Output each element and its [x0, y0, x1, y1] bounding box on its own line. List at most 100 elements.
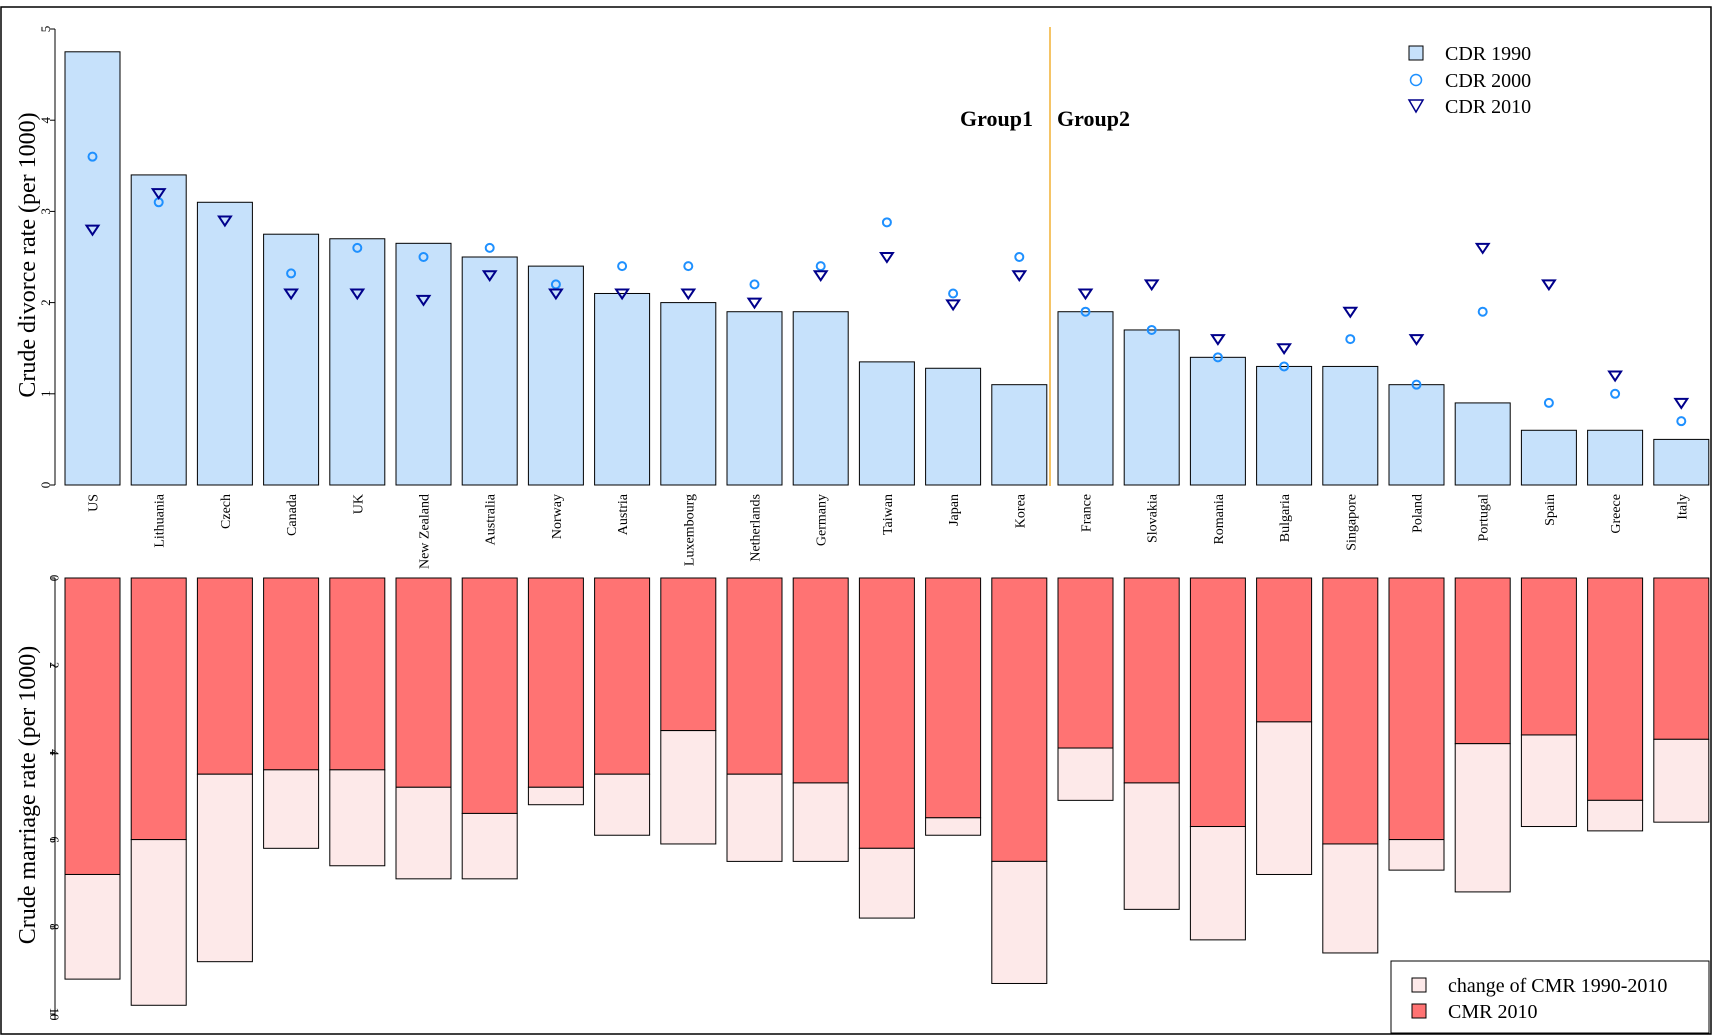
cmr-2010-bar-netherlands: [726, 577, 783, 775]
cdr-1990-bar-taiwan: [858, 361, 915, 486]
cmr-change-bar-poland: [1388, 839, 1445, 871]
marriage-legend-box: [1390, 960, 1710, 1034]
cmr-2010-bar-korea: [991, 577, 1048, 862]
cdr-2010-point-us: [84, 224, 101, 237]
country-label-us: US: [87, 494, 102, 512]
cdr-1990-bar-japan: [925, 367, 982, 486]
cmr-2010-bar-taiwan: [858, 577, 915, 849]
divorce-y-tick-label: 0: [38, 482, 53, 489]
cdr-1990-bar-lithuania: [130, 174, 187, 486]
cdr-2010-point-germany: [812, 270, 829, 283]
cmr-change-bar-bulgaria: [1256, 721, 1313, 875]
marriage-y-axis-label: Crude marriage rate (per 1000): [15, 646, 41, 945]
cdr-2010-point-slovakia: [1143, 279, 1160, 292]
cmr-2010-bar-portugal: [1454, 577, 1511, 745]
divorce-y-tick-label: 5: [38, 26, 53, 33]
country-label-romania: Romania: [1212, 493, 1227, 544]
country-label-australia: Australia: [484, 493, 499, 545]
cmr-2010-bar-lithuania: [130, 577, 187, 841]
country-label-taiwan: Taiwan: [881, 494, 896, 535]
group1-label: Group1: [960, 106, 1033, 131]
cdr-2010-point-new-zealand: [415, 294, 432, 307]
cmr-change-bar-norway: [527, 786, 584, 806]
divorce-y-ticks: 0 1 2 3 4 5: [38, 26, 55, 489]
marriage-y-tick-label: 6: [47, 836, 62, 843]
cdr-2010-point-netherlands: [746, 297, 763, 310]
divorce-y-tick-label: 1: [38, 391, 53, 398]
country-label-portugal: Portugal: [1477, 494, 1492, 542]
country-label-korea: Korea: [1013, 493, 1028, 528]
cmr-change-bar-luxembourg: [660, 730, 717, 845]
legend-cdr-2010-label: CDR 2010: [1445, 96, 1531, 118]
cmr-change-bar-austria: [594, 773, 651, 836]
cdr-2000-point-japan: [948, 288, 959, 299]
cmr-change-bar-spain: [1520, 734, 1577, 828]
cdr-1990-bar-uk: [329, 238, 386, 486]
cdr-1990-bar-portugal: [1454, 402, 1511, 486]
cdr-2000-point-greece: [1610, 388, 1621, 399]
cdr-2010-point-taiwan: [879, 252, 895, 264]
cdr-2000-point-australia: [484, 242, 495, 253]
cmr-2010-bar-new-zealand: [395, 577, 452, 788]
cmr-change-bar-italy: [1653, 738, 1710, 823]
country-label-greece: Greece: [1609, 494, 1624, 534]
cdr-2000-point-norway: [550, 279, 561, 290]
cdr-2000-point-singapore: [1345, 334, 1356, 345]
cmr-2010-bar-france: [1057, 577, 1114, 749]
cdr-1990-bar-austria: [594, 292, 651, 486]
cmr-change-bar-netherlands: [726, 773, 783, 862]
legend-cdr-2000-circle: [1409, 73, 1423, 87]
legend-cmr-2010-label: CMR 2010: [1448, 1001, 1537, 1023]
marriage-y-tick-label: 8: [47, 924, 62, 931]
country-label-germany: Germany: [815, 494, 830, 546]
country-label-netherlands: Netherlands: [749, 494, 764, 562]
legend-cmr-2010-swatch: [1411, 1003, 1427, 1019]
cdr-2000-point-austria: [617, 261, 628, 272]
legend-cdr-1990-label: CDR 1990: [1445, 43, 1531, 65]
cdr-2010-point-australia: [481, 270, 498, 283]
marriage-y-ticks: 0 2 4 6 8 10: [47, 575, 62, 1021]
cdr-2000-point-spain: [1543, 397, 1554, 408]
country-label-slovakia: Slovakia: [1146, 493, 1161, 543]
cdr-2010-point-france: [1077, 288, 1094, 301]
cmr-2010-bar-italy: [1653, 577, 1710, 740]
cdr-2010-point-japan: [945, 299, 961, 312]
cmr-2010-bar-luxembourg: [660, 577, 717, 732]
cmr-change-bar-us: [64, 873, 121, 980]
cdr-2000-point-bulgaria: [1279, 361, 1290, 372]
cdr-2000-point-france: [1080, 306, 1091, 317]
cdr-2000-point-poland: [1411, 379, 1422, 390]
cmr-change-bar-slovakia: [1123, 782, 1180, 910]
country-label-new-zealand: New Zealand: [418, 494, 433, 569]
country-label-uk: UK: [351, 494, 366, 514]
country-label-italy: Italy: [1675, 494, 1690, 520]
cdr-2010-point-portugal: [1474, 242, 1491, 255]
divorce-panel: Crude divorce rate (per 1000) 0 1 2 3 4 5 US L…: [15, 26, 1710, 569]
cdr-2000-point-netherlands: [749, 279, 760, 290]
cdr-1990-bar-romania: [1189, 356, 1246, 486]
cdr-2010-point-spain: [1541, 279, 1557, 292]
cmr-2010-bar-australia: [461, 577, 518, 814]
country-label-luxembourg: Luxembourg: [682, 494, 697, 566]
cdr-1990-bar-france: [1057, 311, 1114, 486]
legend-cmr-change-label: change of CMR 1990-2010: [1448, 975, 1667, 997]
cmr-2010-bar-us: [64, 577, 121, 875]
cmr-2010-bar-slovakia: [1123, 577, 1180, 784]
cdr-2000-point-us: [87, 151, 98, 162]
cdr-1990-bar-us: [64, 51, 121, 486]
country-label-bulgaria: Bulgaria: [1278, 493, 1293, 542]
cdr-1990-bar-norway: [527, 265, 584, 486]
marriage-y-tick-label: 4: [47, 749, 62, 756]
cdr-2010-point-austria: [614, 288, 630, 301]
cmr-2010-bar-germany: [792, 577, 849, 784]
cdr-2010-point-singapore: [1342, 306, 1359, 319]
cmr-change-bar-lithuania: [130, 839, 187, 1006]
marriage-y-tick-label: 2: [47, 662, 62, 669]
cdr-1990-bar-bulgaria: [1256, 365, 1313, 486]
cdr-2000-points: [87, 151, 1687, 427]
cmr-change-bar-korea: [991, 860, 1048, 984]
cmr-2010-bar-greece: [1587, 577, 1644, 801]
cdr-2000-point-uk: [352, 242, 363, 253]
cdr-2000-point-germany: [815, 261, 826, 272]
cdr-2010-point-poland: [1408, 334, 1425, 346]
